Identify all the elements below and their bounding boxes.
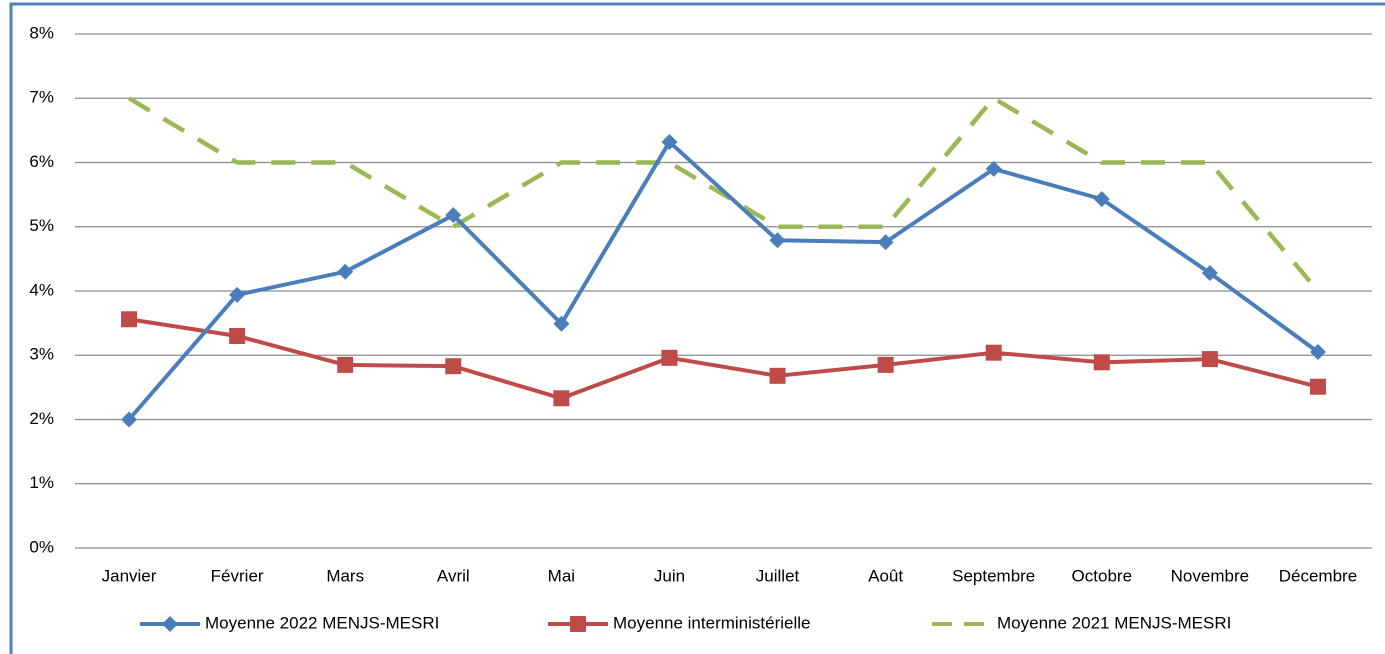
y-tick-label: 4% [29,280,54,299]
marker [1201,351,1218,368]
y-tick-label: 0% [29,537,54,556]
series-line [127,96,1320,293]
y-tick-label: 1% [29,473,54,492]
marker [1309,378,1326,395]
marker [121,311,138,328]
marker [337,356,354,373]
series-line [128,317,1319,401]
x-tick-label: Septembre [952,566,1035,585]
legend-label: Moyenne 2021 MENJS-MESRI [997,613,1231,632]
marker [229,327,246,344]
marker [553,315,570,332]
marker [1093,354,1110,371]
y-tick-label: 3% [29,345,54,364]
marker [570,616,586,632]
x-tick-label: Février [211,566,264,585]
marker [769,232,786,249]
marker [1309,344,1326,361]
y-tick-label: 8% [29,23,54,42]
frame [9,2,1385,654]
marker [877,234,894,251]
marker [337,263,354,280]
x-tick-label: Juillet [756,566,800,585]
x-tick-label: Décembre [1279,566,1357,585]
marker [121,411,138,428]
y-tick-label: 2% [29,409,54,428]
x-tick-label: Mars [326,566,364,585]
y-tick-label: 5% [29,216,54,235]
marker [769,367,786,384]
marker [985,160,1002,177]
marker [661,349,678,366]
y-tick-label: 6% [29,152,54,171]
marker [1201,265,1218,282]
y-tick-label: 7% [29,88,54,107]
x-tick-label: Octobre [1072,566,1132,585]
marker [445,358,462,375]
marker [1093,191,1110,208]
x-tick-label: Août [868,566,903,585]
x-tick-label: Mai [548,566,575,585]
legend-label: Moyenne 2022 MENJS-MESRI [205,613,439,632]
x-tick-label: Novembre [1171,566,1249,585]
x-tick-label: Juin [654,566,685,585]
marker [162,616,178,632]
marker [661,133,678,150]
legend-label: Moyenne interministérielle [613,613,810,632]
marker [985,344,1002,361]
marker [229,286,246,303]
x-tick-label: Janvier [102,566,157,585]
x-tick-label: Avril [437,566,470,585]
marker [445,207,462,224]
marker [553,390,570,407]
marker [877,356,894,373]
series-line [127,139,1320,421]
